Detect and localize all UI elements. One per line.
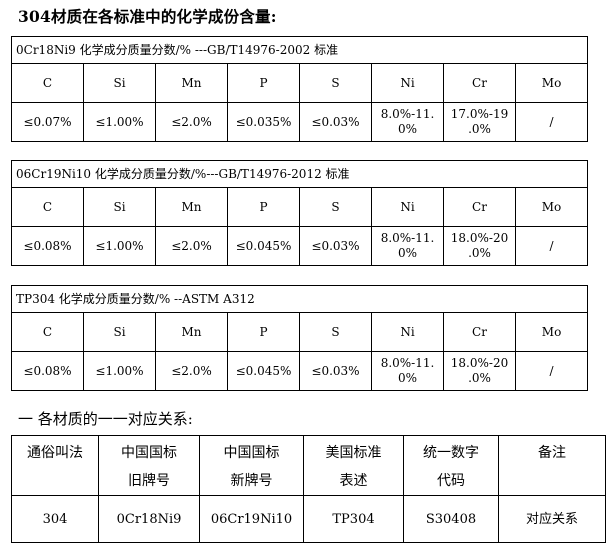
element-header: Mn <box>155 312 228 352</box>
composition-table-gb-2002: 0Cr18Ni9 化学成分质量分数/% ---GB/T14976-2002 标准… <box>10 36 589 142</box>
table-caption: TP304 化学成分质量分数/% --ASTM A312 <box>10 285 589 313</box>
table-caption: 0Cr18Ni9 化学成分质量分数/% ---GB/T14976-2002 标准 <box>10 36 589 64</box>
element-header: Cr <box>443 63 516 103</box>
value-cell: ≤2.0% <box>155 351 228 391</box>
value-cell: ≤1.00% <box>83 102 156 142</box>
element-header: C <box>11 63 84 103</box>
element-header: Cr <box>443 187 516 227</box>
composition-table-astm: TP304 化学成分质量分数/% --ASTM A312 C Si Mn P S… <box>10 285 589 391</box>
value-cell: ≤1.00% <box>83 226 156 266</box>
element-header: Si <box>83 187 156 227</box>
table-caption: 06Cr19Ni10 化学成分质量分数/%---GB/T14976-2012 标… <box>10 160 589 188</box>
value-cell: ≤0.08% <box>11 351 84 391</box>
value-cell: ≤0.045% <box>227 226 300 266</box>
element-header: Mn <box>155 187 228 227</box>
mapping-cell: 0Cr18Ni9 <box>98 495 200 543</box>
element-header: S <box>299 63 372 103</box>
mapping-header: 中国国标 旧牌号 <box>98 435 200 496</box>
element-header: Si <box>83 63 156 103</box>
element-header: Mo <box>514 187 589 227</box>
value-cell: ≤2.0% <box>155 102 228 142</box>
mapping-cell: 304 <box>11 495 99 543</box>
element-header: S <box>299 312 372 352</box>
element-header: Si <box>83 312 156 352</box>
element-header: P <box>227 312 300 352</box>
element-header: P <box>227 187 300 227</box>
element-header: Mo <box>514 63 589 103</box>
value-cell: / <box>514 226 589 266</box>
value-cell: ≤0.03% <box>299 226 372 266</box>
value-cell: ≤1.00% <box>83 351 156 391</box>
element-header: Ni <box>371 312 444 352</box>
mapping-cell: 对应关系 <box>498 495 606 543</box>
mapping-header: 美国标准 表述 <box>303 435 404 496</box>
value-cell: 18.0%-20 .0% <box>443 351 516 391</box>
mapping-section-title: 一 各材质的一一对应关系: <box>18 410 193 428</box>
value-cell: ≤0.03% <box>299 351 372 391</box>
value-cell: ≤2.0% <box>155 226 228 266</box>
value-cell: / <box>514 102 589 142</box>
mapping-header: 通俗叫法 <box>11 435 99 496</box>
element-header: C <box>11 312 84 352</box>
element-header: Ni <box>371 63 444 103</box>
value-cell: ≤0.07% <box>11 102 84 142</box>
element-header: C <box>11 187 84 227</box>
value-cell: 8.0%-11. 0% <box>371 102 444 142</box>
value-cell: 17.0%-19 .0% <box>443 102 516 142</box>
element-header: Mo <box>514 312 589 352</box>
value-cell: ≤0.08% <box>11 226 84 266</box>
composition-table-gb-2012: 06Cr19Ni10 化学成分质量分数/%---GB/T14976-2012 标… <box>10 160 589 266</box>
value-cell: ≤0.03% <box>299 102 372 142</box>
mapping-cell: 06Cr19Ni10 <box>199 495 304 543</box>
mapping-cell: S30408 <box>403 495 499 543</box>
value-cell: ≤0.035% <box>227 102 300 142</box>
mapping-header: 统一数字 代码 <box>403 435 499 496</box>
mapping-cell: TP304 <box>303 495 404 543</box>
value-cell: 8.0%-11. 0% <box>371 351 444 391</box>
page-title: 304材质在各标准中的化学成份含量: <box>18 7 277 26</box>
element-header: P <box>227 63 300 103</box>
material-mapping-table: 通俗叫法 中国国标 旧牌号 中国国标 新牌号 美国标准 表述 统一数字 代码 备… <box>11 435 606 543</box>
element-header: Mn <box>155 63 228 103</box>
mapping-header: 中国国标 新牌号 <box>199 435 304 496</box>
value-cell: ≤0.045% <box>227 351 300 391</box>
value-cell: 18.0%-20 .0% <box>443 226 516 266</box>
element-header: Cr <box>443 312 516 352</box>
element-header: Ni <box>371 187 444 227</box>
element-header: S <box>299 187 372 227</box>
value-cell: 8.0%-11. 0% <box>371 226 444 266</box>
mapping-header: 备注 <box>498 435 606 496</box>
value-cell: / <box>514 351 589 391</box>
